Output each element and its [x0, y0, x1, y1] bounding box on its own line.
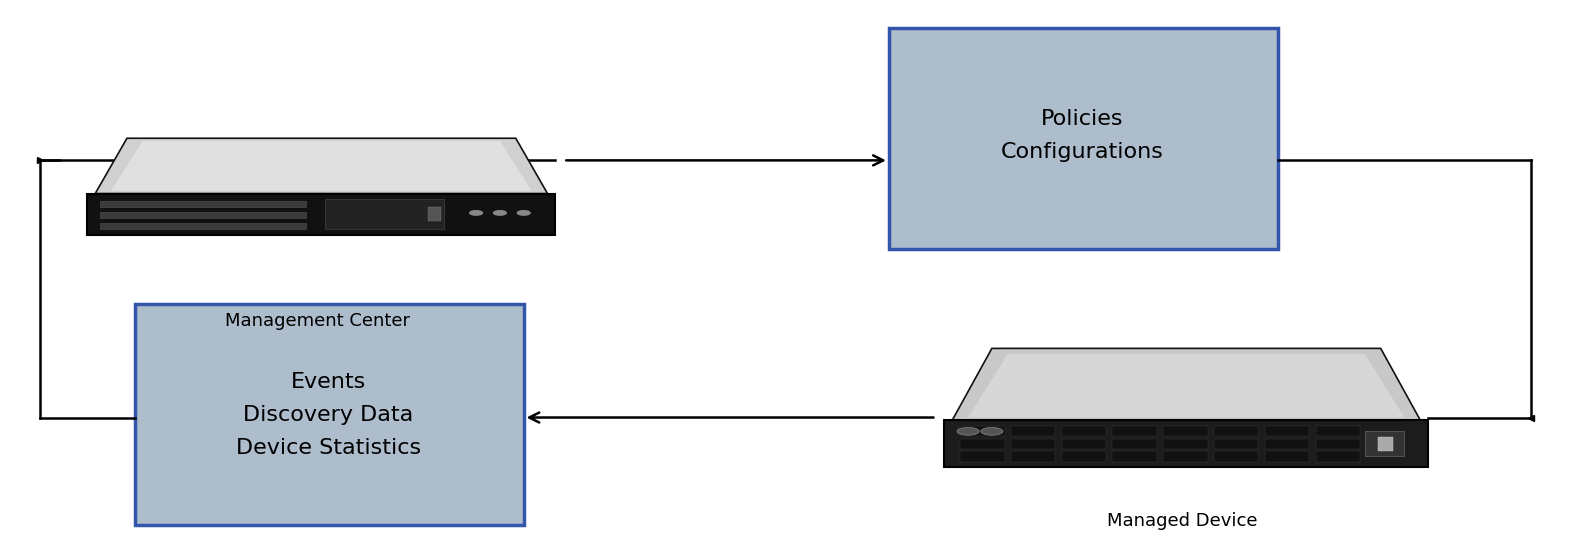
FancyBboxPatch shape: [1316, 426, 1360, 436]
Text: Managed Device: Managed Device: [1108, 512, 1257, 530]
FancyBboxPatch shape: [1112, 426, 1157, 436]
Polygon shape: [968, 354, 1404, 418]
Polygon shape: [95, 138, 548, 194]
FancyBboxPatch shape: [1265, 439, 1309, 449]
FancyBboxPatch shape: [1214, 451, 1258, 462]
FancyBboxPatch shape: [1316, 439, 1360, 449]
Circle shape: [957, 427, 979, 435]
FancyBboxPatch shape: [1163, 426, 1208, 436]
FancyBboxPatch shape: [100, 223, 306, 229]
FancyBboxPatch shape: [100, 201, 306, 207]
FancyBboxPatch shape: [960, 426, 1005, 436]
Polygon shape: [111, 141, 532, 191]
FancyBboxPatch shape: [960, 439, 1005, 449]
Polygon shape: [952, 348, 1420, 420]
FancyBboxPatch shape: [1214, 439, 1258, 449]
Circle shape: [981, 427, 1003, 435]
Text: Policies
Configurations: Policies Configurations: [1001, 109, 1163, 162]
FancyBboxPatch shape: [1316, 451, 1360, 462]
FancyBboxPatch shape: [428, 207, 441, 221]
FancyBboxPatch shape: [1011, 426, 1055, 436]
FancyBboxPatch shape: [1112, 439, 1157, 449]
FancyBboxPatch shape: [944, 420, 1428, 467]
FancyBboxPatch shape: [1163, 439, 1208, 449]
FancyBboxPatch shape: [135, 304, 524, 525]
FancyBboxPatch shape: [100, 212, 306, 218]
FancyBboxPatch shape: [1365, 431, 1404, 456]
FancyBboxPatch shape: [889, 28, 1278, 249]
FancyBboxPatch shape: [1163, 451, 1208, 462]
FancyBboxPatch shape: [1062, 426, 1106, 436]
FancyBboxPatch shape: [1011, 451, 1055, 462]
Circle shape: [517, 211, 530, 215]
FancyBboxPatch shape: [1378, 437, 1393, 451]
Circle shape: [494, 211, 506, 215]
FancyBboxPatch shape: [1062, 439, 1106, 449]
FancyBboxPatch shape: [1011, 439, 1055, 449]
Text: Management Center: Management Center: [225, 312, 409, 331]
Circle shape: [470, 211, 482, 215]
FancyBboxPatch shape: [1265, 451, 1309, 462]
FancyBboxPatch shape: [1265, 426, 1309, 436]
FancyBboxPatch shape: [87, 194, 555, 235]
Text: Events
Discovery Data
Device Statistics: Events Discovery Data Device Statistics: [236, 372, 421, 457]
FancyBboxPatch shape: [1112, 451, 1157, 462]
FancyBboxPatch shape: [1062, 451, 1106, 462]
FancyBboxPatch shape: [1214, 426, 1258, 436]
FancyBboxPatch shape: [960, 451, 1005, 462]
FancyBboxPatch shape: [325, 199, 444, 229]
